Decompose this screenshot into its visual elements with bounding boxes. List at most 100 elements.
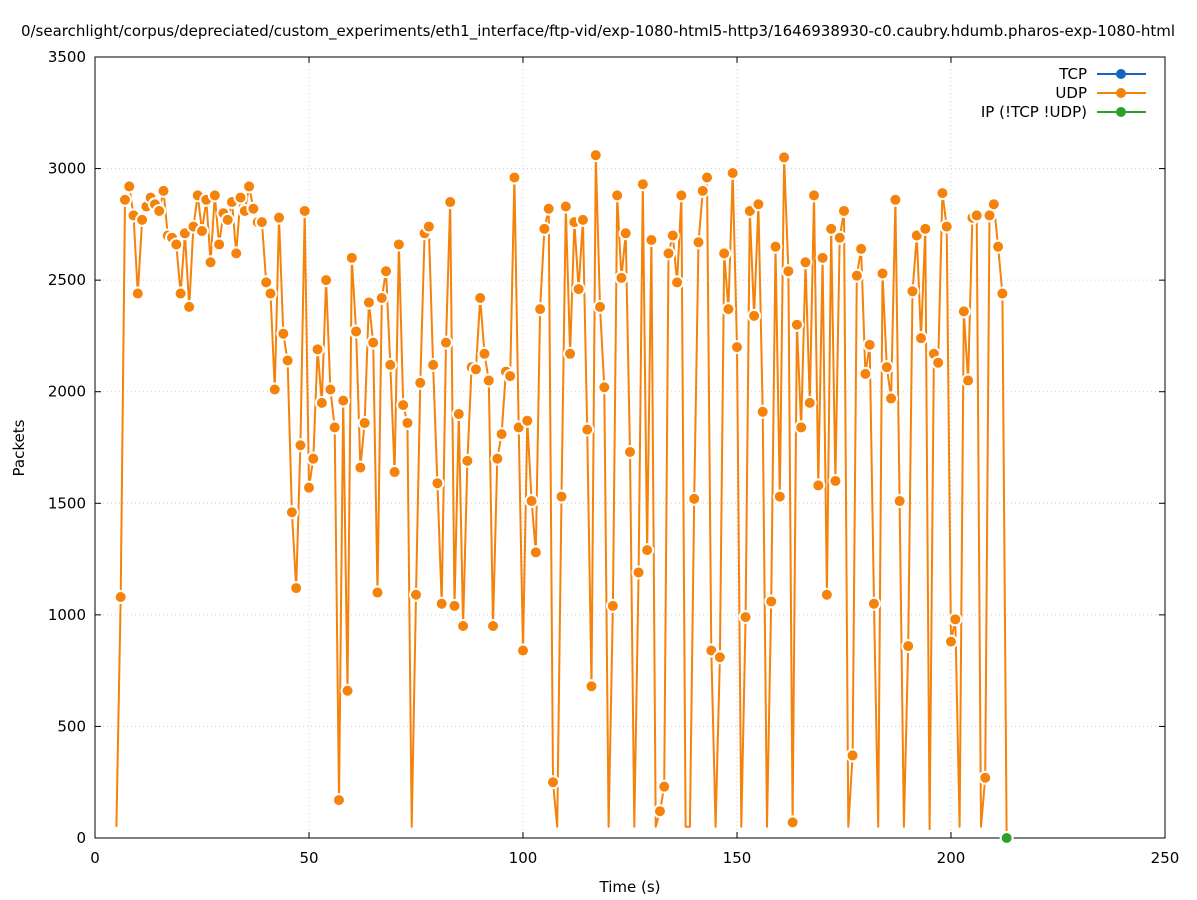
data-point (391, 237, 406, 252)
x-axis-label: Time (s) (599, 878, 661, 896)
data-point (768, 239, 783, 254)
plot-frame (94, 56, 1166, 839)
data-point (507, 170, 522, 185)
data-point (254, 215, 269, 230)
data-point (866, 596, 881, 611)
legend-marker (1116, 69, 1126, 79)
data-point (242, 179, 257, 194)
data-point (374, 290, 389, 305)
data-point (400, 415, 415, 430)
data-point (781, 264, 796, 279)
axis-ticks: 0 50 100 150 200 2500500100015002000250030003… (48, 48, 1180, 867)
x-tick-label: 150 (723, 849, 752, 867)
data-point (824, 221, 839, 236)
series (113, 148, 1014, 845)
data-point (481, 373, 496, 388)
data-point (117, 192, 132, 207)
data-point (845, 748, 860, 763)
data-point (297, 203, 312, 218)
data-point (584, 679, 599, 694)
data-point (289, 581, 304, 596)
data-point (490, 451, 505, 466)
y-tick-label: 3000 (48, 160, 86, 178)
data-point (593, 299, 608, 314)
data-point (721, 302, 736, 317)
data-point (657, 779, 672, 794)
data-point (892, 494, 907, 509)
data-point (473, 290, 488, 305)
data-point (631, 565, 646, 580)
data-point (477, 346, 492, 361)
y-tick-label: 1000 (48, 606, 86, 624)
data-point (528, 545, 543, 560)
data-point (379, 264, 394, 279)
data-point (349, 324, 364, 339)
data-point (130, 286, 145, 301)
data-point (614, 270, 629, 285)
data-point (340, 683, 355, 698)
data-point (674, 188, 689, 203)
data-point (948, 612, 963, 627)
data-point (764, 594, 779, 609)
data-point (738, 610, 753, 625)
data-point (280, 353, 295, 368)
data-point (541, 201, 556, 216)
data-point (901, 639, 916, 654)
data-point (113, 590, 128, 605)
legend-marker (1116, 88, 1126, 98)
data-point (430, 476, 445, 491)
data-point (533, 302, 548, 317)
data-point (777, 150, 792, 165)
data-point (635, 177, 650, 192)
data-point (276, 326, 291, 341)
data-point (618, 226, 633, 241)
data-point (875, 266, 890, 281)
data-point (135, 212, 150, 227)
data-point (336, 393, 351, 408)
data-point (438, 335, 453, 350)
data-point (931, 355, 946, 370)
data-point (370, 585, 385, 600)
data-point (755, 404, 770, 419)
data-point (747, 308, 762, 323)
data-point (353, 460, 368, 475)
data-point (640, 543, 655, 558)
data-point (832, 230, 847, 245)
data-point (366, 335, 381, 350)
data-point (610, 188, 625, 203)
data-point (413, 375, 428, 390)
data-point (999, 831, 1014, 845)
data-point (956, 304, 971, 319)
data-point (314, 395, 329, 410)
data-point (944, 634, 958, 649)
data-point (310, 342, 325, 357)
data-point (571, 282, 586, 297)
x-tick-label: 50 (299, 849, 318, 867)
chart-title: 0/searchlight/corpus/depreciated/custom_… (21, 22, 1175, 41)
data-point (785, 815, 800, 830)
data-point (986, 197, 1001, 212)
data-point (661, 246, 676, 261)
data-point (837, 203, 851, 218)
data-point (802, 395, 817, 410)
data-point (451, 407, 466, 422)
data-point (991, 239, 1006, 254)
data-point (383, 357, 398, 372)
data-point (156, 183, 171, 198)
y-axis-label: Packets (10, 419, 28, 476)
data-point (357, 415, 372, 430)
data-point (387, 465, 402, 480)
data-point (426, 357, 441, 372)
data-point (665, 228, 680, 243)
data-point (798, 255, 813, 270)
data-point (447, 598, 462, 613)
data-point (195, 224, 209, 239)
data-point (914, 331, 929, 346)
data-point (182, 299, 197, 314)
data-point (725, 166, 740, 181)
y-tick-label: 500 (57, 717, 86, 735)
data-point (730, 340, 744, 355)
data-point (293, 438, 308, 453)
data-point (670, 275, 685, 290)
